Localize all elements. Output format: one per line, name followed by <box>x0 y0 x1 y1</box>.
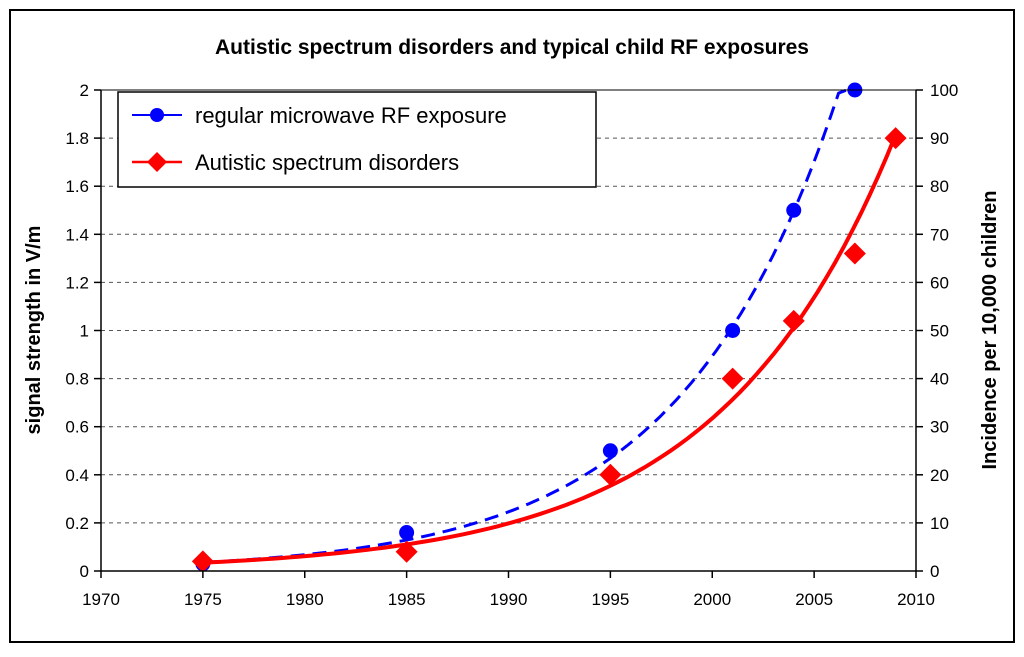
chart-title: Autistic spectrum disorders and typical … <box>215 36 809 59</box>
y2-axis-label: Incidence per 10,000 children <box>979 190 1001 469</box>
data-point-asd <box>843 242 866 265</box>
data-point-rf <box>602 443 618 459</box>
trendline-series-1 <box>202 134 898 565</box>
legend-label-rf: regular microwave RF exposure <box>195 103 507 128</box>
data-point-asd <box>721 367 744 390</box>
x-tick-label: 2010 <box>897 590 935 609</box>
data-point-rf <box>399 525 415 541</box>
y-tick-label: 1.4 <box>65 225 89 244</box>
legend-box <box>117 91 597 188</box>
data-point-asd <box>599 463 622 486</box>
y2-tick-label: 50 <box>930 322 949 341</box>
y2-tick-label: 70 <box>930 225 949 244</box>
y-tick-label: 1 <box>80 322 89 341</box>
x-tick-label: 1990 <box>490 590 528 609</box>
x-tick-label: 1975 <box>184 590 222 609</box>
data-point-rf <box>725 323 741 338</box>
legend-marker-asd <box>147 152 167 172</box>
y2-tick-label: 0 <box>930 562 939 581</box>
y2-tick-label: 20 <box>930 466 949 485</box>
legend: regular microwave RF exposure Autistic s… <box>117 91 597 188</box>
x-tick-label: 1995 <box>591 590 629 609</box>
y2-tick-label: 10 <box>930 514 949 533</box>
y2-tick-label: 40 <box>930 370 949 389</box>
data-point-rf <box>786 202 802 218</box>
data-point-asd <box>782 309 805 332</box>
y-axis-label: signal strength in V/m <box>23 226 45 435</box>
y-tick-label: 1.6 <box>65 177 89 196</box>
y2-tick-label: 30 <box>930 418 949 437</box>
y-tick-label: 1.8 <box>65 129 89 148</box>
axis-layer: 00.20.40.60.811.21.41.61.820102030405060… <box>65 81 958 609</box>
legend-label-asd: Autistic spectrum disorders <box>195 150 459 175</box>
legend-marker-rf <box>150 108 164 122</box>
y-tick-label: 0.8 <box>65 370 89 389</box>
marker-layer <box>191 82 907 573</box>
trendline-layer <box>202 88 898 565</box>
trendline-series-0 <box>202 88 855 564</box>
data-point-asd <box>395 540 418 563</box>
y-tick-label: 0 <box>80 562 89 581</box>
y2-tick-label: 90 <box>930 129 949 148</box>
x-tick-label: 1980 <box>286 590 324 609</box>
y-tick-label: 0.4 <box>65 466 89 485</box>
x-tick-label: 1985 <box>388 590 426 609</box>
y2-tick-label: 100 <box>930 81 958 100</box>
y-tick-label: 0.2 <box>65 514 89 533</box>
y-tick-label: 2 <box>80 81 89 100</box>
y-tick-label: 0.6 <box>65 418 89 437</box>
y-tick-label: 1.2 <box>65 273 89 292</box>
x-tick-label: 2005 <box>795 590 833 609</box>
data-point-asd <box>191 550 214 573</box>
data-point-asd <box>884 127 907 150</box>
x-tick-label: 1970 <box>82 590 120 609</box>
y2-tick-label: 80 <box>930 177 949 196</box>
y2-tick-label: 60 <box>930 273 949 292</box>
x-tick-label: 2000 <box>693 590 731 609</box>
